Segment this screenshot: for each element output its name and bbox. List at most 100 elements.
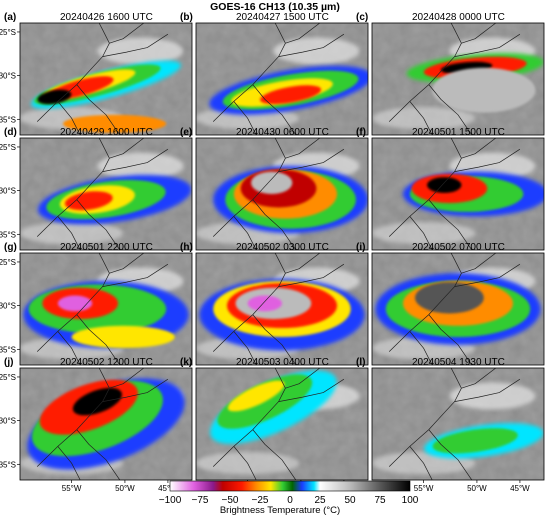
- colorbar-label: Brightness Temperature (°C): [219, 505, 341, 516]
- panel-frame: [19, 22, 193, 136]
- cloud-region: [71, 325, 175, 349]
- colorbar: −100 −75 −50 −25 0 25 50 75 100: [159, 480, 419, 506]
- panel-frame: [19, 137, 193, 251]
- panel-i: (i) 20240502 0700 UTC: [356, 242, 545, 366]
- panel-letter: (j): [4, 357, 13, 368]
- border-lines: [388, 23, 521, 135]
- lon-tick-label: 50°W: [115, 484, 135, 493]
- lon-tick-label: 45°W: [158, 484, 178, 493]
- panel-time: 20240504 1930 UTC: [412, 357, 505, 368]
- panel-letter: (e): [180, 127, 192, 138]
- panel-time: 20240501 1500 UTC: [412, 127, 505, 138]
- panel-l: (l) 20240504 1930 UTC 55°W 50°W 45°W: [356, 357, 545, 493]
- cloud-region: [415, 282, 484, 314]
- panel-frame: [371, 22, 545, 136]
- panel-letter: (a): [4, 12, 16, 23]
- satellite-image: [20, 253, 192, 365]
- satellite-image: [20, 23, 192, 135]
- colorbar-tick-label: −100: [159, 495, 182, 506]
- panel-c: (c) 20240428 0000 UTC: [356, 12, 545, 136]
- colorbar-tick-label: 100: [402, 495, 419, 506]
- colorbar-tick-label: 0: [287, 495, 293, 506]
- panel-letter: (d): [4, 127, 17, 138]
- panel-letter: (g): [4, 242, 17, 253]
- cloud-region: [427, 177, 462, 193]
- colorbar-gradient: [169, 480, 411, 492]
- panel-time: 20240503 0400 UTC: [236, 357, 329, 368]
- lat-tick-label: 35°S: [0, 345, 16, 354]
- cloud-region: [247, 295, 282, 312]
- panel-frame: [371, 137, 545, 251]
- satellite-image: [372, 368, 544, 480]
- border-lines: [212, 253, 345, 365]
- figure-title: GOES-16 CH13 (10.35 µm): [210, 1, 340, 13]
- lat-tick-label: 30°S: [0, 72, 16, 81]
- border-lines: [36, 368, 169, 480]
- panel-time: 20240502 1200 UTC: [60, 357, 153, 368]
- cloud-region: [227, 380, 285, 412]
- panel-frame: [371, 252, 545, 366]
- panel-time: 20240428 0000 UTC: [412, 12, 505, 23]
- colorbar-tick-label: 50: [344, 495, 356, 506]
- panel-e: (e) 20240430 0600 UTC: [180, 127, 369, 251]
- satellite-image: [372, 23, 544, 135]
- panel-a: (a) 20240426 1600 UTC 25°S 30°S 35°S: [0, 12, 193, 136]
- panel-frame: [195, 367, 369, 481]
- lat-tick-label: 35°S: [0, 115, 16, 124]
- lon-tick-label: 45°W: [510, 484, 530, 493]
- panel-letter: (i): [356, 242, 365, 253]
- cloud-region: [64, 191, 113, 211]
- panel-f: (f) 20240501 1500 UTC: [356, 127, 545, 251]
- border-lines: [212, 138, 345, 250]
- border-lines: [388, 253, 521, 365]
- cloud-region: [260, 85, 322, 105]
- panel-letter: (k): [180, 357, 192, 368]
- lon-tick-label: 55°W: [62, 484, 82, 493]
- panel-time: 20240501 2200 UTC: [60, 242, 153, 253]
- satellite-image: [196, 253, 368, 365]
- panel-frame: [195, 137, 369, 251]
- satellite-image: [372, 138, 544, 250]
- cloud-region: [37, 89, 72, 105]
- panel-time: 20240502 0700 UTC: [412, 242, 505, 253]
- panel-h: (h) 20240502 0300 UTC: [180, 242, 369, 366]
- cloud-region: [72, 387, 122, 416]
- colorbar-tick-label: 25: [314, 495, 326, 506]
- colorbar-tick-label: −50: [222, 495, 239, 506]
- panel-j: (j) 20240502 1200 UTC 25°S 30°S 35°S 55°W 50°W…: [0, 357, 193, 493]
- border-lines: [212, 23, 345, 135]
- lat-tick-label: 25°S: [0, 258, 16, 267]
- panel-frame: [195, 252, 369, 366]
- lat-tick-label: 25°S: [0, 143, 16, 152]
- lat-tick-label: 30°S: [0, 187, 16, 196]
- cloud-region: [432, 428, 518, 454]
- satellite-image: [20, 368, 192, 480]
- lat-tick-label: 35°S: [0, 230, 16, 239]
- border-lines: [388, 368, 521, 480]
- panel-d: (d) 20240429 1600 UTC 25°S 30°S 35°S: [0, 127, 193, 251]
- cloud-region: [251, 171, 293, 194]
- border-lines: [36, 138, 169, 250]
- border-lines: [212, 368, 345, 480]
- panel-frame: [371, 367, 545, 481]
- satellite-image: [372, 253, 544, 365]
- panel-letter: (b): [180, 12, 193, 23]
- lon-tick-label: 55°W: [414, 484, 434, 493]
- panel-frame: [195, 22, 369, 136]
- cloud-region: [63, 114, 167, 133]
- lat-tick-label: 30°S: [0, 417, 16, 426]
- colorbar-tick-label: −25: [252, 495, 269, 506]
- lat-tick-label: 25°S: [0, 373, 16, 382]
- satellite-image: [196, 138, 368, 250]
- border-lines: [36, 253, 169, 365]
- border-lines: [36, 23, 169, 135]
- panel-time: 20240430 0600 UTC: [236, 127, 329, 138]
- panel-letter: (f): [356, 127, 366, 138]
- lat-tick-label: 35°S: [0, 460, 16, 469]
- panel-time: 20240429 1600 UTC: [60, 127, 153, 138]
- panel-time: 20240426 1600 UTC: [60, 12, 153, 23]
- lat-tick-label: 30°S: [0, 302, 16, 311]
- panel-letter: (h): [180, 242, 193, 253]
